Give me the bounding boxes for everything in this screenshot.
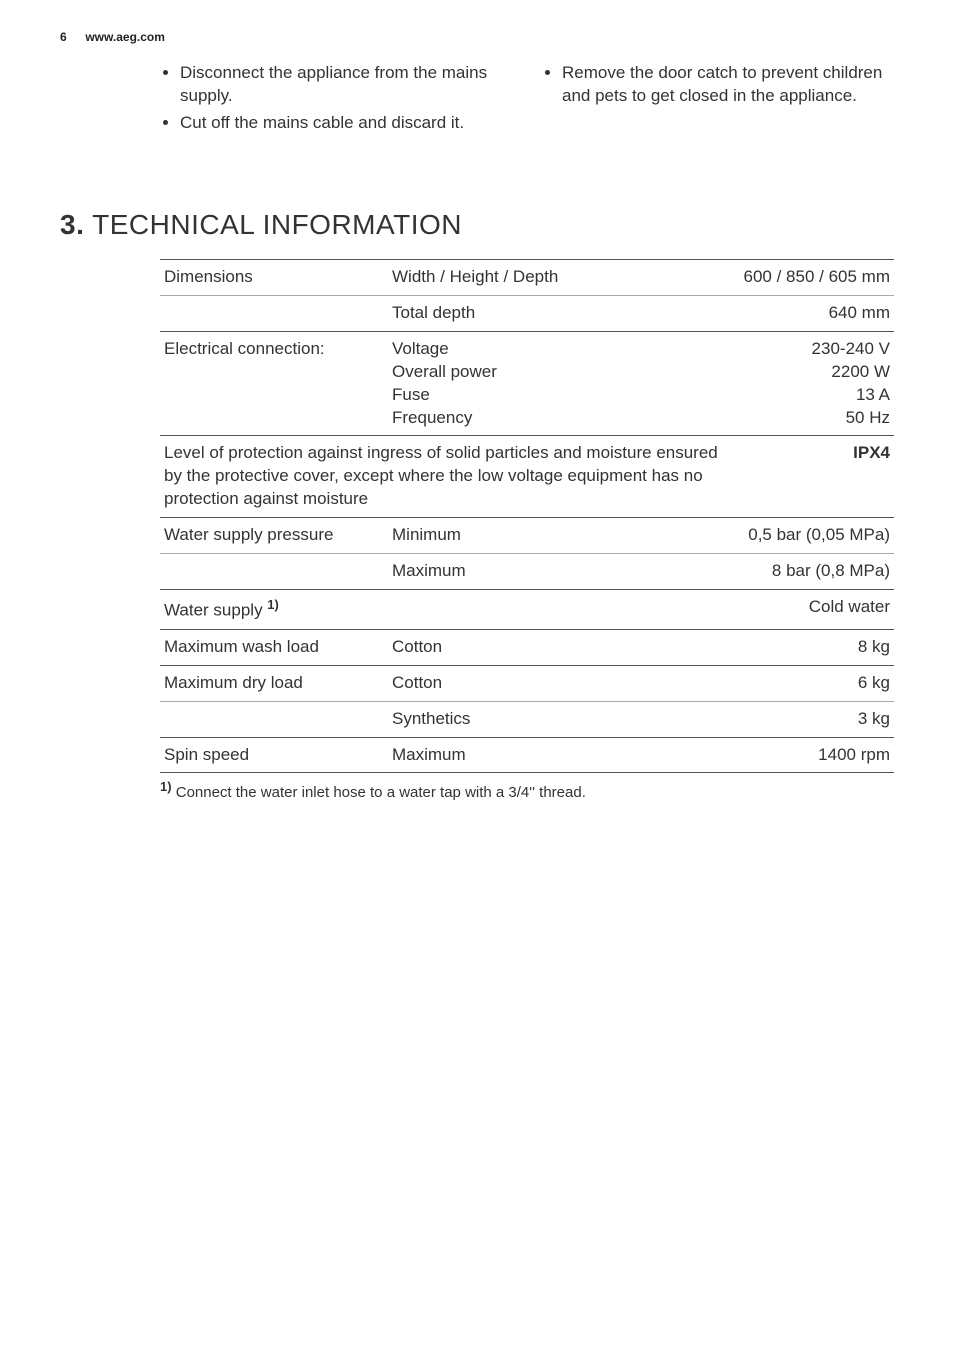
- spec-mid: Cotton: [388, 629, 740, 665]
- spec-mid: VoltageOverall powerFuseFrequency: [388, 331, 740, 436]
- spec-label: [160, 554, 388, 590]
- table-row: Electrical connection:VoltageOverall pow…: [160, 331, 894, 436]
- spec-value: 8 bar (0,8 MPa): [740, 554, 894, 590]
- table-row: DimensionsWidth / Height / Depth600 / 85…: [160, 259, 894, 295]
- spec-value: Cold water: [740, 590, 894, 630]
- bullet-col-right: Remove the door catch to prevent childre…: [542, 62, 894, 139]
- spec-label-span: Level of protection against ingress of s…: [160, 436, 740, 518]
- spec-label: Maximum dry load: [160, 665, 388, 701]
- spec-label: [160, 295, 388, 331]
- table-row: Maximum dry loadCotton6 kg: [160, 665, 894, 701]
- bullet-columns: Disconnect the appliance from the mains …: [160, 62, 894, 139]
- spec-value: 8 kg: [740, 629, 894, 665]
- spec-value: 640 mm: [740, 295, 894, 331]
- table-row: Water supply 1) Cold water: [160, 590, 894, 630]
- table-row: Spin speedMaximum1400 rpm: [160, 737, 894, 773]
- spec-label: Dimensions: [160, 259, 388, 295]
- section-title-text: TECHNICAL INFORMATION: [92, 209, 462, 240]
- footnote-mark: 1): [160, 779, 172, 794]
- spec-label: [160, 701, 388, 737]
- running-header: 6 www.aeg.com: [60, 30, 894, 44]
- spec-value: 600 / 850 / 605 mm: [740, 259, 894, 295]
- spec-mid: Minimum: [388, 518, 740, 554]
- bullet-list-left: Disconnect the appliance from the mains …: [160, 62, 512, 135]
- page-number: 6: [60, 30, 82, 44]
- spec-value: 6 kg: [740, 665, 894, 701]
- table-row: Level of protection against ingress of s…: [160, 436, 894, 518]
- technical-table: DimensionsWidth / Height / Depth600 / 85…: [160, 259, 894, 774]
- bullet-item: Disconnect the appliance from the mains …: [180, 62, 512, 108]
- table-row: Maximum8 bar (0,8 MPa): [160, 554, 894, 590]
- table-row: Water supply pressureMinimum0,5 bar (0,0…: [160, 518, 894, 554]
- spec-mid: Width / Height / Depth: [388, 259, 740, 295]
- spec-table: DimensionsWidth / Height / Depth600 / 85…: [160, 259, 894, 774]
- spec-mid: Maximum: [388, 554, 740, 590]
- spec-label: Spin speed: [160, 737, 388, 773]
- footnote-text: Connect the water inlet hose to a water …: [172, 784, 586, 801]
- spec-mid: Synthetics: [388, 701, 740, 737]
- spec-mid: [388, 590, 740, 630]
- table-row: Maximum wash loadCotton8 kg: [160, 629, 894, 665]
- spec-label: Water supply pressure: [160, 518, 388, 554]
- table-row: Total depth640 mm: [160, 295, 894, 331]
- section-heading: 3. TECHNICAL INFORMATION: [60, 209, 894, 241]
- spec-mid: Cotton: [388, 665, 740, 701]
- spec-value: 3 kg: [740, 701, 894, 737]
- spec-mid: Maximum: [388, 737, 740, 773]
- spec-label: Electrical connection:: [160, 331, 388, 436]
- section-number: 3.: [60, 209, 84, 240]
- table-row: Synthetics3 kg: [160, 701, 894, 737]
- bullet-item: Remove the door catch to prevent childre…: [562, 62, 894, 108]
- bullet-item: Cut off the mains cable and discard it.: [180, 112, 512, 135]
- spec-mid: Total depth: [388, 295, 740, 331]
- table-footnote: 1) Connect the water inlet hose to a wat…: [160, 779, 894, 801]
- bullet-list-right: Remove the door catch to prevent childre…: [542, 62, 894, 108]
- spec-value: 0,5 bar (0,05 MPa): [740, 518, 894, 554]
- bullet-col-left: Disconnect the appliance from the mains …: [160, 62, 512, 139]
- header-site: www.aeg.com: [85, 30, 165, 44]
- page: 6 www.aeg.com Disconnect the appliance f…: [0, 0, 954, 831]
- spec-value: 1400 rpm: [740, 737, 894, 773]
- spec-value: IPX4: [740, 436, 894, 518]
- spec-value: 230-240 V2200 W13 A50 Hz: [740, 331, 894, 436]
- spec-label: Maximum wash load: [160, 629, 388, 665]
- spec-label: Water supply 1): [160, 590, 388, 630]
